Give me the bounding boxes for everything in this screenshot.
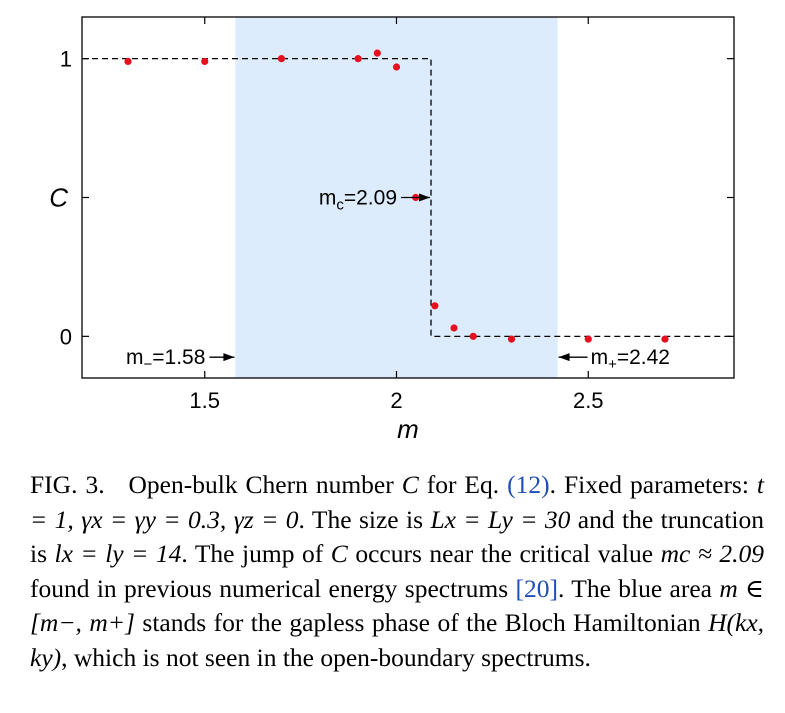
x-axis-label: m <box>397 414 419 444</box>
caption-hamiltonian: H(kx, ky) <box>30 608 765 672</box>
data-point <box>277 55 286 63</box>
mplus-arrow <box>558 353 588 362</box>
mminus-arrow <box>209 353 235 362</box>
data-points <box>124 49 669 343</box>
caption-text: and the truncation is <box>30 504 764 569</box>
x-tick-label: 2.5 <box>573 388 604 413</box>
caption-text: for Eq. <box>418 470 508 499</box>
caption-critical-value: mc ≈ 2.09 <box>660 539 764 568</box>
caption-text: stands for the gapless phase of the Bloc… <box>134 608 709 637</box>
arrow-head <box>223 353 235 362</box>
data-point <box>354 55 362 63</box>
y-axis-label: C <box>49 183 68 213</box>
y-tick-label: 1 <box>60 47 72 72</box>
data-point <box>124 57 132 66</box>
data-point <box>431 302 439 310</box>
caption-text: . The size is <box>298 504 431 534</box>
caption-c-symbol: C <box>401 470 419 499</box>
caption-text: found in previous numerical energy spect… <box>30 573 516 603</box>
caption-params: t = 1, γx = γy = 0.3, γz = 0 <box>30 470 765 534</box>
y-tick-label: 0 <box>60 324 72 349</box>
mminus-annotation: m−=1.58 <box>126 346 205 373</box>
caption-text: . The jump of <box>181 539 331 568</box>
citation-link[interactable]: [20] <box>515 573 559 603</box>
caption-c-symbol: C <box>330 539 348 568</box>
data-point <box>469 332 477 340</box>
caption-fig-label: FIG. 3. <box>30 470 105 499</box>
arrow-head <box>419 193 431 202</box>
data-point <box>584 335 592 343</box>
axis-labels: 1.5 2 2.5 0 1 m C mc=2.09 m−=1.58 m+=2.42 <box>49 47 670 444</box>
x-tick-label: 1.5 <box>189 388 220 413</box>
caption-text: Open-bulk Chern number <box>128 470 402 499</box>
caption-text: . Fixed parameters: <box>549 470 757 499</box>
equation-reference-link[interactable]: (12) <box>507 470 550 499</box>
figure-caption: FIG. 3. Open-bulk Chern number C for Eq.… <box>30 468 764 675</box>
caption-text: , which is not seen in the open-boundary… <box>61 642 591 672</box>
arrow-head <box>558 353 570 362</box>
caption-truncation: lx = ly = 14 <box>54 539 182 568</box>
x-tick-label: 2 <box>390 388 402 413</box>
chern-number-figure: 1.5 2 2.5 0 1 m C mc=2.09 m−=1.58 m+=2.42 <box>49 16 735 444</box>
data-point <box>392 63 401 71</box>
data-point <box>201 57 209 66</box>
data-point <box>450 324 458 332</box>
data-point <box>373 49 381 57</box>
caption-size: Lx = Ly = 30 <box>430 504 571 534</box>
plot-area <box>81 16 735 379</box>
mc-arrow <box>401 193 431 202</box>
mc-annotation: mc=2.09 <box>319 187 397 214</box>
mplus-annotation: m+=2.42 <box>591 346 670 373</box>
caption-text: occurs near the critical value <box>347 539 661 568</box>
step-line <box>82 58 734 337</box>
data-point <box>507 335 516 343</box>
data-point <box>661 335 669 343</box>
caption-text: . The blue area <box>558 573 720 603</box>
gapless-region <box>235 17 558 378</box>
caption-area: m ∈ [m−, m+] <box>30 573 764 638</box>
